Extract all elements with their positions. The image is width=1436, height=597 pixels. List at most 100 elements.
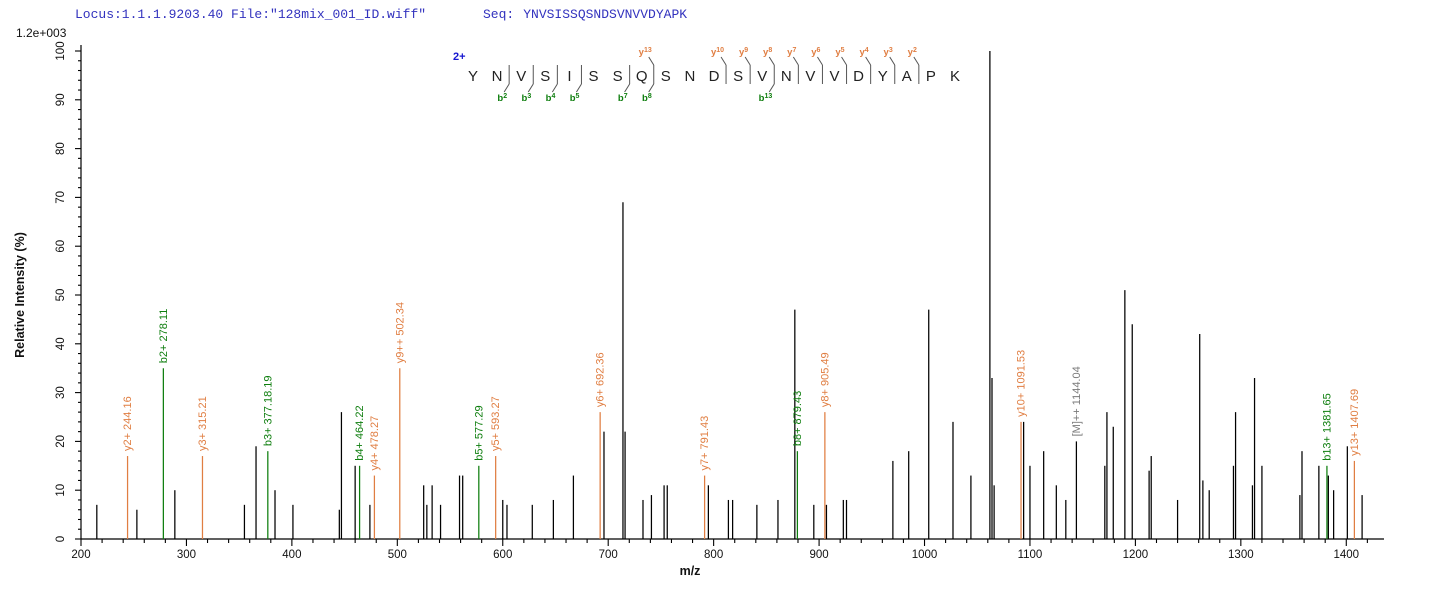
svg-text:b3: b3 (522, 93, 532, 104)
x-tick-label: 700 (599, 549, 618, 561)
y-tick-label: 50 (55, 289, 67, 302)
labeled-peak-y4: y4+ 478.27 (369, 416, 381, 539)
b-ion-marker-b3: b3 (522, 83, 534, 104)
precursor-charge-label: 2+ (453, 51, 466, 63)
residue-letter: S (733, 68, 743, 85)
y-tick-label: 30 (55, 386, 67, 399)
residue-letter: N (684, 68, 695, 85)
x-tick-label: 400 (282, 549, 301, 561)
labeled-peak-b8: b8+ 879.43 (792, 391, 804, 539)
labeled-peak-b3: b3+ 377.18.19 (262, 376, 274, 539)
residue-letter: Y (878, 68, 888, 85)
y-tick-label: 100 (55, 41, 67, 60)
residue-letter: Y (468, 68, 478, 85)
b-ion-marker-b5: b5 (570, 83, 582, 104)
svg-text:y7: y7 (787, 47, 796, 58)
b-ion-marker-b2: b2 (497, 83, 510, 104)
peak-label: y6+ 692.36 (595, 352, 607, 407)
residue-letter: P (926, 68, 936, 85)
svg-text:b7: b7 (618, 93, 628, 104)
x-tick-label: 1400 (1333, 549, 1359, 561)
y-ion-marker-y5: y5 (835, 47, 847, 66)
svg-text:y2: y2 (908, 47, 917, 58)
residue-letter: D (853, 68, 864, 85)
b-ion-marker-b7: b7 (618, 83, 631, 104)
residue-letter: V (516, 68, 526, 85)
labeled-peak-y6: y6+ 692.36 (595, 352, 607, 539)
labeled-peak-b5: b5+ 577.29 (473, 405, 485, 539)
y-ion-marker-y2: y2 (908, 47, 920, 66)
svg-text:y10: y10 (711, 47, 724, 58)
seq-label: Seq: (483, 7, 515, 22)
residue-letter: V (805, 68, 815, 85)
svg-text:y8: y8 (763, 47, 772, 58)
peak-label: [M]++ 1144.04 (1071, 366, 1083, 436)
x-tick-label: 600 (493, 549, 512, 561)
peak-label: y8+ 905.49 (819, 352, 831, 407)
labeled-peak-y13: y13+ 1407.69 (1349, 389, 1361, 539)
labeled-peak-y7: y7+ 791.43 (699, 416, 711, 539)
peak-label: b4+ 464.22 (354, 405, 366, 460)
b-ion-marker-b13: b13 (759, 83, 775, 104)
residue-letter: D (709, 68, 720, 85)
y-tick-label: 90 (55, 93, 67, 106)
svg-text:b13: b13 (759, 93, 773, 104)
svg-text:b4: b4 (546, 93, 556, 104)
svg-text:y4: y4 (859, 47, 868, 58)
x-tick-label: 200 (71, 549, 90, 561)
y-ion-marker-y10: y10 (711, 47, 727, 66)
y-ion-marker-y8: y8 (763, 47, 775, 66)
x-axis-title: m/z (680, 564, 701, 578)
y-ion-marker-y9: y9 (739, 47, 751, 66)
x-tick-label: 1300 (1228, 549, 1254, 561)
labeled-peak-y2: y2+ 244.16 (122, 396, 134, 539)
svg-text:y3: y3 (884, 47, 893, 58)
labeled-peak-M: [M]++ 1144.04 (1071, 366, 1083, 539)
y-ion-marker-y7: y7 (787, 47, 799, 66)
peak-label: b2+ 278.11 (158, 309, 170, 364)
y-tick-label: 80 (55, 142, 67, 155)
b-ion-marker-b8: b8 (642, 83, 655, 104)
peak-label: y13+ 1407.69 (1349, 389, 1361, 456)
residue-letter: A (902, 68, 912, 85)
x-tick-label: 1000 (912, 549, 938, 561)
residue-letter: S (540, 68, 550, 85)
peak-label: y7+ 791.43 (699, 416, 711, 471)
b-ion-marker-b4: b4 (546, 83, 558, 104)
peak-label: y4+ 478.27 (369, 416, 381, 471)
svg-text:y6: y6 (811, 47, 820, 58)
labeled-peaks: y2+ 244.16 b2+ 278.11 y3+ 315.21 b3+ 377.18… (122, 302, 1361, 539)
svg-text:y13: y13 (639, 47, 652, 58)
labeled-peak-y5: y5+ 593.27 (490, 396, 502, 539)
peak-label: b8+ 879.43 (792, 391, 804, 446)
x-tick-label: 900 (809, 549, 828, 561)
residue-letter: V (829, 68, 839, 85)
x-tick-label: 800 (704, 549, 723, 561)
labeled-peak-y8: y8+ 905.49 (819, 352, 831, 539)
peak-label: b5+ 577.29 (473, 405, 485, 460)
residue-letter: Q (636, 68, 648, 85)
labeled-peak-b13: b13+ 1381.65 (1321, 393, 1333, 539)
residue-letter: N (781, 68, 792, 85)
sequence-header: Seq: YNVSISSQSNDSVNVVDYAPK (483, 7, 687, 22)
y-axis-title: Relative Intensity (%) (13, 232, 27, 358)
labeled-peak-y3: y3+ 315.21 (197, 396, 209, 539)
labeled-peak-b2: b2+ 278.11 (158, 309, 170, 539)
residue-letter: S (661, 68, 671, 85)
x-tick-label: 1100 (1018, 549, 1043, 561)
svg-text:b8: b8 (642, 93, 652, 104)
axes (80, 45, 1384, 540)
svg-text:b5: b5 (570, 93, 580, 104)
residue-letter: V (757, 68, 767, 85)
labeled-peak-y10: y10+ 1091.53 (1016, 350, 1028, 539)
peak-label: y3+ 315.21 (197, 396, 209, 451)
peak-label: b3+ 377.18.19 (262, 376, 274, 447)
y-tick-label: 20 (55, 435, 67, 448)
sequence-text: YNVSISSQSNDSVNVVDYAPK (523, 7, 688, 22)
peak-label: b13+ 1381.65 (1321, 393, 1333, 461)
y-ion-marker-y13: y13 (639, 47, 655, 66)
locus-file-text: Locus:1.1.1.9203.40 File:"128mix_001_ID.… (75, 7, 427, 22)
